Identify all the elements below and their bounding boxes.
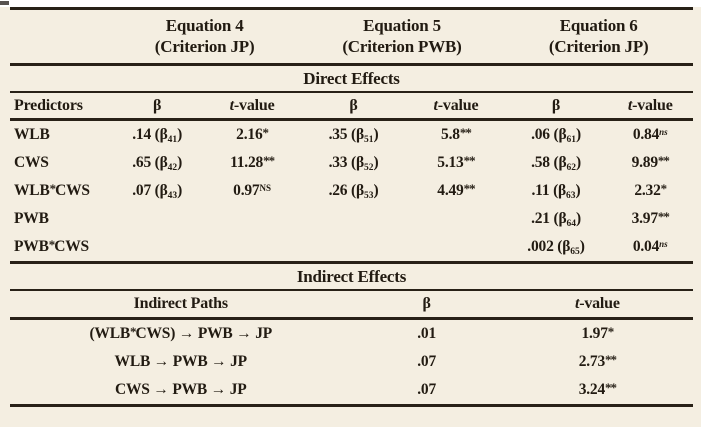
cell-tvalue: 0.97NS xyxy=(233,182,271,199)
table-row-cws: CWS .65 (β42) 11.28** .33 (β52) 5.13** .… xyxy=(10,149,693,177)
beta-header-eq5: β xyxy=(349,97,358,114)
direct-effects-section-title: Direct Effects xyxy=(10,66,693,93)
table-row-wlb-cws: WLB*CWS .07 (β43) 0.97NS .26 (β53) 4.49*… xyxy=(10,177,693,205)
equation-header-row: Equation 4 (Criterion JP) Equation 5 (Cr… xyxy=(10,10,693,66)
cell-tvalue: 0.04ns xyxy=(632,238,668,255)
predictors-header: Predictors xyxy=(14,97,83,114)
cell-tvalue: 3.97** xyxy=(631,209,670,227)
predictor-label: CWS xyxy=(14,154,49,171)
cell-tvalue: 11.28** xyxy=(230,153,275,171)
tvalue-header-eq4: t-value xyxy=(229,97,275,114)
beta-header-eq4: β xyxy=(153,97,162,114)
indirect-row-wlbcws-pwb-jp: (WLB*CWS) → PWB → JP .01 1.97* xyxy=(10,320,693,348)
cell-beta: .35 (β51) xyxy=(328,126,379,145)
predictor-label: WLB*CWS xyxy=(14,181,90,199)
cell-tvalue: 2.32* xyxy=(634,181,667,199)
equation-6-title: Equation 6 xyxy=(559,16,638,35)
cell-tvalue xyxy=(407,205,504,233)
equation-5-header: Equation 5 (Criterion PWB) xyxy=(300,10,505,63)
indirect-paths-header: Indirect Paths xyxy=(133,295,228,312)
predictor-label: PWB xyxy=(14,210,49,227)
cell-beta: .06 (β61) xyxy=(531,126,581,145)
scan-artifact xyxy=(0,1,9,5)
cell-beta: .21 (β64) xyxy=(531,210,581,229)
direct-column-header-row: Predictors β t-value β t-value β t-value xyxy=(10,93,693,121)
cell-tvalue: 2.16* xyxy=(236,125,269,143)
cell-beta: .58 (β62) xyxy=(531,154,581,173)
cell-tvalue xyxy=(205,233,300,261)
indirect-column-header-row: Indirect Paths β t-value xyxy=(10,291,693,320)
indirect-effects-section-title: Indirect Effects xyxy=(10,261,693,291)
cell-beta: .26 (β53) xyxy=(328,182,379,201)
tvalue-header-eq6: t-value xyxy=(627,97,673,114)
paper-background xyxy=(0,7,701,427)
predictor-label: WLB xyxy=(14,126,50,143)
results-table: Equation 4 (Criterion JP) Equation 5 (Cr… xyxy=(10,7,693,407)
cell-beta xyxy=(300,205,408,233)
equation-5-criterion: (Criterion PWB) xyxy=(342,37,462,56)
equation-5-title: Equation 5 xyxy=(363,16,441,35)
cell-beta xyxy=(110,233,205,261)
table-row-pwb: PWB .21 (β64) 3.97** xyxy=(10,205,693,233)
equation-6-criterion: (Criterion JP) xyxy=(548,37,649,56)
cell-beta: .14 (β41) xyxy=(132,126,183,145)
cell-beta: .07 xyxy=(417,381,437,398)
cell-beta: .07 xyxy=(417,353,437,370)
indirect-path: CWS → PWB → JP xyxy=(114,381,247,398)
cell-beta: .01 xyxy=(417,325,437,342)
equation-4-criterion: (Criterion JP) xyxy=(154,37,255,56)
tvalue-header-eq5: t-value xyxy=(433,97,479,114)
cell-beta: .33 (β52) xyxy=(328,154,379,173)
indirect-beta-header: β xyxy=(422,295,431,312)
cell-tvalue xyxy=(205,205,300,233)
cell-tvalue: 4.49** xyxy=(437,181,475,199)
equation-4-title: Equation 4 xyxy=(165,16,244,35)
indirect-path: (WLB*CWS) → PWB → JP xyxy=(89,324,273,342)
cell-beta: .002 (β65) xyxy=(527,238,585,257)
equation-header-spacer xyxy=(10,10,110,63)
cell-tvalue: 3.24** xyxy=(578,380,617,398)
equation-6-header: Equation 6 (Criterion JP) xyxy=(504,10,693,63)
beta-header-eq6: β xyxy=(551,97,561,114)
indirect-tvalue-header: t-value xyxy=(574,295,620,312)
equation-4-header: Equation 4 (Criterion JP) xyxy=(110,10,300,63)
cell-beta: .11 (β63) xyxy=(531,182,581,201)
indirect-row-cws-pwb-jp: CWS → PWB → JP .07 3.24** xyxy=(10,376,693,407)
indirect-row-wlb-pwb-jp: WLB → PWB → JP .07 2.73** xyxy=(10,348,693,376)
table-row-wlb: WLB .14 (β41) 2.16* .35 (β51) 5.8** .06 … xyxy=(10,121,693,149)
indirect-path: WLB → PWB → JP xyxy=(114,353,248,370)
cell-beta: .07 (β43) xyxy=(132,182,183,201)
cell-tvalue: 5.13** xyxy=(437,153,475,171)
cell-beta: .65 (β42) xyxy=(132,154,183,173)
cell-tvalue: 9.89** xyxy=(631,153,670,171)
cell-tvalue xyxy=(407,233,504,261)
cell-tvalue: 1.97* xyxy=(581,324,614,342)
table-row-pwb-cws: PWB*CWS .002 (β65) 0.04ns xyxy=(10,233,693,261)
predictor-label: PWB*CWS xyxy=(14,237,89,255)
cell-beta xyxy=(300,233,408,261)
cell-tvalue: 0.84ns xyxy=(632,126,668,143)
cell-beta xyxy=(110,205,205,233)
cell-tvalue: 5.8** xyxy=(441,125,472,143)
cell-tvalue: 2.73** xyxy=(578,352,617,370)
